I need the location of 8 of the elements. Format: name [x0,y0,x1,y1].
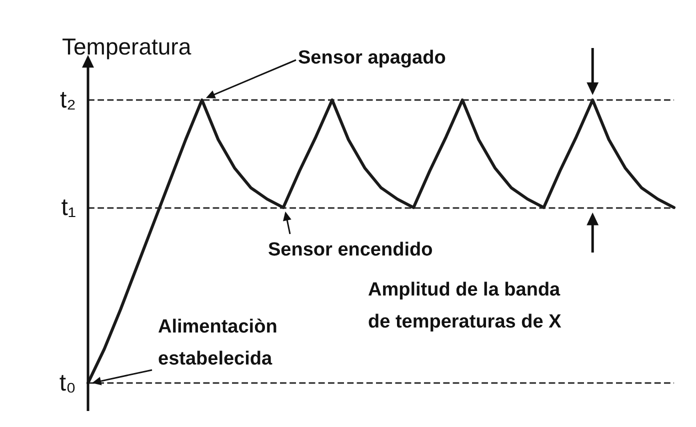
y-axis-title: Temperatura [62,34,192,60]
ref-line-label: t₁ [61,194,76,222]
ref-line-label: t₂ [60,86,76,114]
annotation: Sensor encendido [268,240,433,260]
ref-line-label: t₀ [59,370,76,396]
annotation: Alimentaciòn estabelecida [158,316,278,370]
annotation: Amplitud de la banda de temperaturas de X [368,280,562,332]
text: Sensor apagado [298,48,446,68]
